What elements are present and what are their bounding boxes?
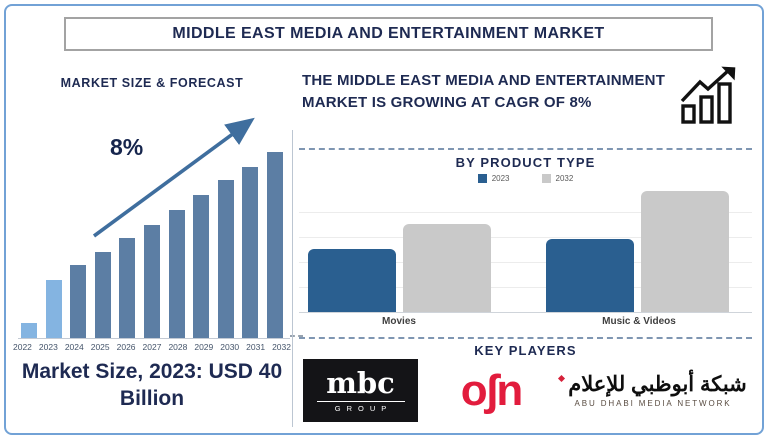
product-category-axis: Movies Music & Videos bbox=[299, 316, 752, 330]
growth-trend-arrow-icon bbox=[92, 117, 255, 238]
legend-label-2032: 2032 bbox=[555, 174, 574, 183]
infographic-frame: MIDDLE EAST MEDIA AND ENTERTAINMENT MARK… bbox=[4, 4, 764, 435]
forecast-year-2032: 2032 bbox=[272, 342, 291, 352]
osn-wordmark: oʃn bbox=[460, 365, 523, 415]
market-size-note: Market Size, 2023: USD 40 Billion bbox=[21, 360, 283, 411]
forecast-year-2024: 2024 bbox=[64, 342, 84, 352]
forecast-year-2027: 2027 bbox=[142, 342, 162, 352]
legend-swatch-2023 bbox=[477, 174, 487, 183]
forecast-bar-2028 bbox=[168, 210, 185, 338]
osn-logo: oʃn bbox=[443, 359, 538, 422]
forecast-bar-chart bbox=[21, 148, 283, 338]
forecast-year-2023: 2023 bbox=[38, 342, 58, 352]
legend-item-2032: 2032 bbox=[541, 174, 574, 183]
product-bar-Movies-2032 bbox=[403, 224, 491, 312]
bar-group-music-videos bbox=[546, 191, 729, 312]
forecast-axis-line bbox=[18, 338, 290, 339]
adm-caption: ABU DHABI MEDIA NETWORK bbox=[574, 399, 732, 409]
category-label-music-videos: Music & Videos bbox=[602, 316, 676, 327]
product-bar-Music & Videos-2032 bbox=[641, 191, 729, 312]
dashed-separator-bottom bbox=[299, 337, 752, 339]
canvas: MIDDLE EAST MEDIA AND ENTERTAINMENT MARK… bbox=[6, 6, 762, 433]
forecast-bar-2023 bbox=[45, 280, 62, 338]
forecast-bar-2022 bbox=[21, 323, 37, 338]
mbc-divider-line bbox=[316, 400, 405, 402]
bar-growth-icon bbox=[680, 66, 736, 124]
bar-group-movies bbox=[308, 224, 491, 312]
adm-arabic-row: شبكة أبوظبي للإعلام bbox=[558, 372, 747, 396]
title-bar: MIDDLE EAST MEDIA AND ENTERTAINMENT MARK… bbox=[64, 17, 713, 51]
legend-label-2023: 2023 bbox=[491, 174, 510, 183]
forecast-year-2029: 2029 bbox=[194, 342, 214, 352]
forecast-bar-2031 bbox=[242, 167, 259, 338]
mbc-group-logo: mbc GROUP bbox=[303, 359, 418, 422]
mbc-wordmark: mbc bbox=[326, 365, 395, 400]
forecast-chart-title: MARKET SIZE & FORECAST bbox=[60, 76, 244, 90]
adm-red-accent bbox=[558, 374, 566, 382]
key-players-heading: KEY PLAYERS bbox=[474, 343, 577, 358]
adm-arabic-wordmark: شبكة أبوظبي للإعلام bbox=[568, 372, 747, 396]
cagr-percent-label: 8% bbox=[110, 134, 144, 160]
legend-item-2023: 2023 bbox=[477, 174, 510, 183]
forecast-axis-dashes bbox=[290, 335, 303, 337]
forecast-bar-2024 bbox=[70, 265, 87, 338]
product-chart-legend: 2023 2032 bbox=[299, 174, 752, 183]
forecast-year-2025: 2025 bbox=[90, 342, 110, 352]
product-bar-Movies-2023 bbox=[308, 249, 396, 312]
forecast-year-2028: 2028 bbox=[168, 342, 188, 352]
forecast-year-2026: 2026 bbox=[116, 342, 136, 352]
dashed-separator-top bbox=[299, 148, 752, 150]
forecast-bar-2025 bbox=[94, 252, 111, 338]
product-bar-Music & Videos-2023 bbox=[546, 239, 634, 312]
forecast-bar-2027 bbox=[143, 225, 160, 338]
legend-swatch-2032 bbox=[541, 174, 551, 183]
forecast-year-2030: 2030 bbox=[220, 342, 240, 352]
category-label-movies: Movies bbox=[382, 316, 416, 327]
forecast-year-axis: 2022 2023 2024 2025 2026 2027 2028 2029 2030 2031… bbox=[13, 342, 291, 352]
mbc-group-label: GROUP bbox=[334, 403, 393, 413]
forecast-bar-2026 bbox=[119, 238, 136, 338]
product-type-heading: BY PRODUCT TYPE bbox=[455, 155, 596, 170]
forecast-year-2031: 2031 bbox=[246, 342, 266, 352]
forecast-bar-2032 bbox=[266, 152, 283, 338]
abu-dhabi-media-logo: شبكة أبوظبي للإعلام ABU DHABI MEDIA NETW… bbox=[553, 359, 753, 422]
forecast-bar-2029 bbox=[193, 195, 210, 338]
page-title: MIDDLE EAST MEDIA AND ENTERTAINMENT MARK… bbox=[172, 25, 605, 42]
forecast-bar-2030 bbox=[217, 180, 234, 338]
growth-headline: THE MIDDLE EAST MEDIA AND ENTERTAINMENT … bbox=[302, 72, 666, 111]
forecast-year-2022: 2022 bbox=[13, 342, 32, 352]
key-players-logos: mbc GROUP oʃn شبكة أبوظبي للإعلام ABU DH… bbox=[301, 357, 753, 423]
vertical-divider bbox=[292, 130, 293, 427]
product-bar-chart bbox=[299, 188, 752, 313]
